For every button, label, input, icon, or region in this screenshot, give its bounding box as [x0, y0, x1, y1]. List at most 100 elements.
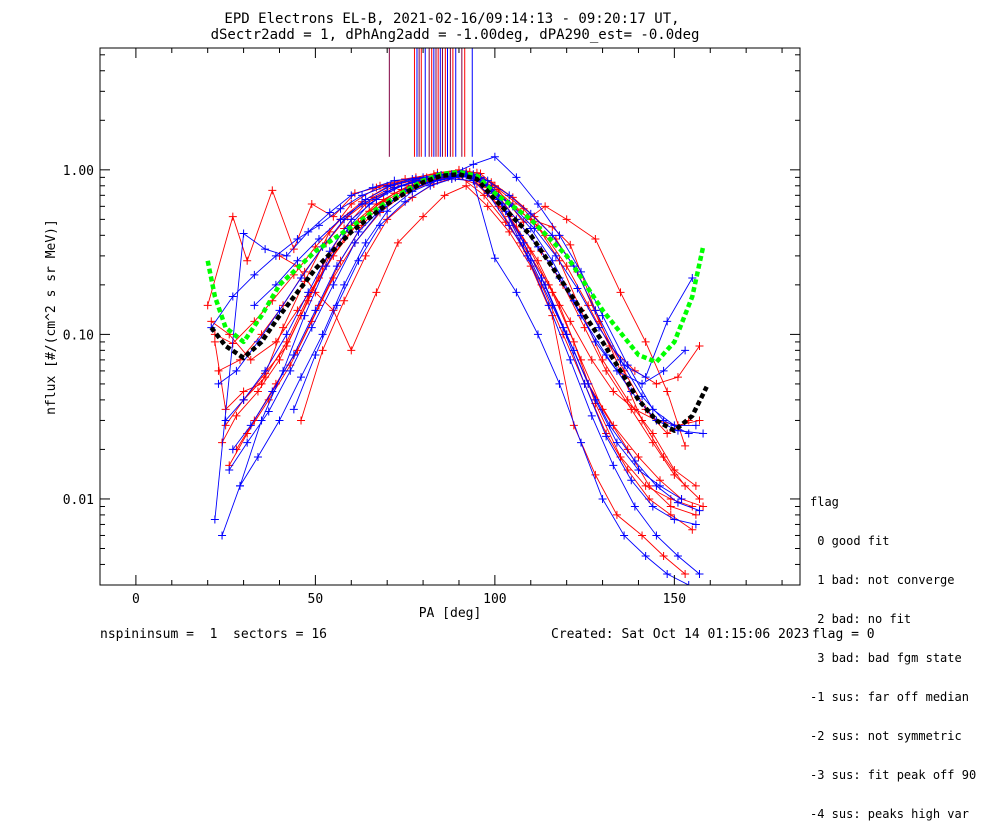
y-tick-label: 0.01: [63, 493, 94, 508]
data-point: [533, 199, 542, 208]
footer-spin-info: nspininsum = 1 sectors = 16: [100, 627, 327, 642]
data-point: [347, 215, 356, 224]
series-line: [210, 170, 689, 434]
data-point: [250, 270, 259, 279]
data-point: [620, 531, 629, 540]
series-line: [228, 175, 697, 516]
data-point: [253, 387, 262, 396]
data-point: [325, 208, 334, 217]
y-tick-label: 1.00: [63, 164, 94, 179]
x-axis-label: PA [deg]: [419, 606, 482, 621]
flag-legend: flag 0 good fit 1 bad: not converge 2 ba…: [810, 470, 976, 834]
data-point: [354, 256, 363, 265]
data-point: [555, 231, 564, 240]
data-point: [602, 350, 611, 359]
data-point: [598, 494, 607, 503]
data-point: [695, 506, 704, 515]
data-point: [573, 284, 582, 293]
chart-subtitle: dSectr2add = 1, dPhAng2add = -1.00deg, d…: [211, 27, 700, 43]
data-point: [440, 191, 449, 200]
data-point: [695, 569, 704, 578]
data-point: [641, 373, 650, 382]
data-point: [393, 238, 402, 247]
data-point: [616, 288, 625, 297]
chart-title: EPD Electrons EL-B, 2021-02-16/09:14:13 …: [224, 11, 679, 27]
legend-item: 1 bad: not converge: [810, 573, 955, 587]
data-point: [318, 346, 327, 355]
data-point: [638, 416, 647, 425]
data-point: [246, 421, 255, 430]
data-point: [681, 441, 690, 450]
data-point: [297, 274, 306, 283]
data-point: [293, 234, 302, 243]
data-point: [383, 187, 392, 196]
data-point: [419, 212, 428, 221]
data-point: [383, 215, 392, 224]
data-point: [253, 452, 262, 461]
data-point: [541, 280, 550, 289]
data-point: [426, 181, 435, 190]
data-point: [659, 366, 668, 375]
data-point: [261, 366, 270, 375]
data-point: [261, 245, 270, 254]
data-point: [681, 346, 690, 355]
data-point: [602, 366, 611, 375]
data-point: [228, 212, 237, 221]
data-point: [562, 215, 571, 224]
data-point: [368, 183, 377, 192]
plot-area: [203, 48, 709, 585]
data-point: [250, 301, 259, 310]
legend-item: 0 good fit: [810, 534, 890, 548]
data-point: [663, 387, 672, 396]
legend-item: -2 sus: not symmetric: [810, 729, 962, 743]
data-point: [699, 502, 708, 511]
data-point: [591, 234, 600, 243]
data-point: [638, 379, 647, 388]
data-point: [630, 405, 639, 414]
x-tick-label: 150: [663, 592, 686, 607]
data-point: [652, 531, 661, 540]
data-point: [297, 416, 306, 425]
data-point: [659, 552, 668, 561]
data-point: [566, 240, 575, 249]
data-point: [203, 301, 212, 310]
data-point: [289, 245, 298, 254]
data-point: [648, 438, 657, 447]
data-point: [691, 510, 700, 519]
data-point: [361, 238, 370, 247]
data-point: [282, 251, 291, 260]
data-point: [383, 207, 392, 216]
data-point: [555, 379, 564, 388]
data-point: [239, 229, 248, 238]
data-point: [289, 350, 298, 359]
data-point: [605, 421, 614, 430]
data-point: [311, 288, 320, 297]
data-point: [612, 438, 621, 447]
data-point: [533, 256, 542, 265]
data-point: [526, 224, 535, 233]
data-point: [304, 288, 313, 297]
data-point: [390, 176, 399, 185]
data-point: [243, 256, 252, 265]
data-point: [526, 209, 535, 218]
data-point: [677, 494, 686, 503]
data-point: [300, 311, 309, 320]
data-point: [332, 301, 341, 310]
legend-item: -1 sus: far off median: [810, 690, 969, 704]
data-point: [282, 330, 291, 339]
data-point: [591, 470, 600, 479]
data-point: [648, 429, 657, 438]
data-point: [609, 461, 618, 470]
data-point: [512, 173, 521, 182]
data-point: [623, 445, 632, 454]
data-point: [691, 421, 700, 430]
data-point: [271, 251, 280, 260]
data-point: [638, 531, 647, 540]
y-tick-label: 0.10: [63, 328, 94, 343]
data-point: [268, 387, 277, 396]
data-point: [684, 581, 693, 585]
data-point: [311, 306, 320, 315]
data-point: [358, 199, 367, 208]
data-point: [684, 429, 693, 438]
data-point: [257, 416, 266, 425]
